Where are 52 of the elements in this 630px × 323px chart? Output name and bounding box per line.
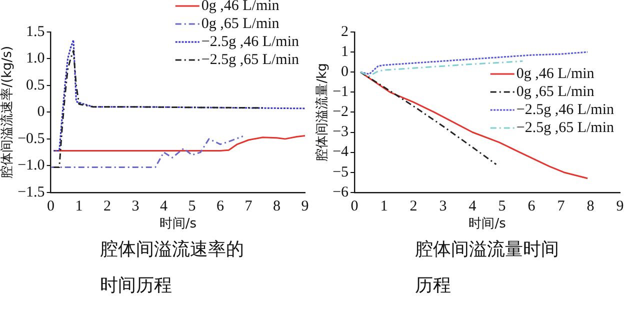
y-tick-label: −1.5 — [18, 184, 45, 200]
x-tick-label: 0 — [47, 198, 55, 214]
line-series — [52, 50, 264, 168]
y-axis-title: 腔体间溢流量/kg — [314, 63, 330, 162]
legend-label: 0g ,65 L/min — [516, 84, 595, 100]
x-tick-label: 9 — [616, 198, 624, 214]
y-tick-label: 0 — [341, 64, 349, 80]
legend-label: −2.5g ,65 L/min — [201, 52, 300, 68]
x-tick-label: 9 — [301, 198, 309, 214]
x-tick-label: 8 — [586, 198, 594, 214]
x-tick-label: 3 — [439, 198, 447, 214]
x-tick-label: 1 — [380, 198, 388, 214]
x-tick-label: 6 — [216, 198, 225, 214]
legend-label: 0g ,46 L/min — [201, 0, 280, 14]
x-tick-label: 2 — [410, 198, 418, 214]
x-tick-label: 4 — [468, 198, 477, 214]
legend-label: −2.5g ,46 L/min — [516, 102, 614, 118]
y-tick-label: −3 — [332, 124, 349, 140]
y-tick-label: −4 — [332, 144, 350, 160]
y-tick-label: 1.0 — [26, 50, 45, 67]
x-tick-label: 2 — [104, 198, 112, 214]
y-tick-label: −0.5 — [18, 130, 45, 147]
legend-label: 0g ,46 L/min — [516, 66, 595, 82]
y-axis-title: 腔体间溢流速率/(kg/s) — [0, 46, 16, 178]
y-tick-label: 1.5 — [26, 24, 45, 40]
x-axis-title: 时间/s — [468, 216, 506, 232]
y-tick-label: 1 — [341, 44, 349, 60]
x-tick-label: 8 — [273, 198, 281, 214]
y-tick-label: 2 — [341, 24, 349, 40]
y-tick-label: −1.0 — [18, 158, 45, 174]
x-tick-label: 3 — [132, 198, 140, 214]
legend-label: 0g ,65 L/min — [201, 16, 280, 32]
x-tick-label: 7 — [244, 198, 253, 214]
legend-label: −2.5g ,46 L/min — [201, 34, 300, 50]
y-tick-label: −6 — [332, 184, 350, 200]
x-tick-label: 5 — [498, 198, 506, 214]
y-tick-label: −2 — [332, 104, 349, 120]
x-tick-label: 6 — [528, 198, 536, 214]
x-axis-title: 时间/s — [159, 216, 197, 232]
legend-label: −2.5g ,65 L/min — [516, 120, 614, 136]
y-tick-label: 0.5 — [26, 77, 45, 94]
y-tick-label: −1 — [332, 84, 349, 100]
line-series — [50, 136, 244, 168]
x-tick-label: 7 — [557, 198, 566, 214]
line-series — [360, 71, 497, 166]
text: 腔体间溢流量时间历程 — [415, 238, 560, 298]
x-tick-label: 5 — [188, 198, 196, 214]
text: 腔体间溢流速率的时间历程 — [100, 238, 245, 298]
y-tick-label: 0 — [37, 104, 45, 120]
x-tick-label: 1 — [75, 198, 83, 214]
x-tick-label: 4 — [160, 198, 168, 214]
y-tick-label: −5 — [332, 164, 349, 180]
